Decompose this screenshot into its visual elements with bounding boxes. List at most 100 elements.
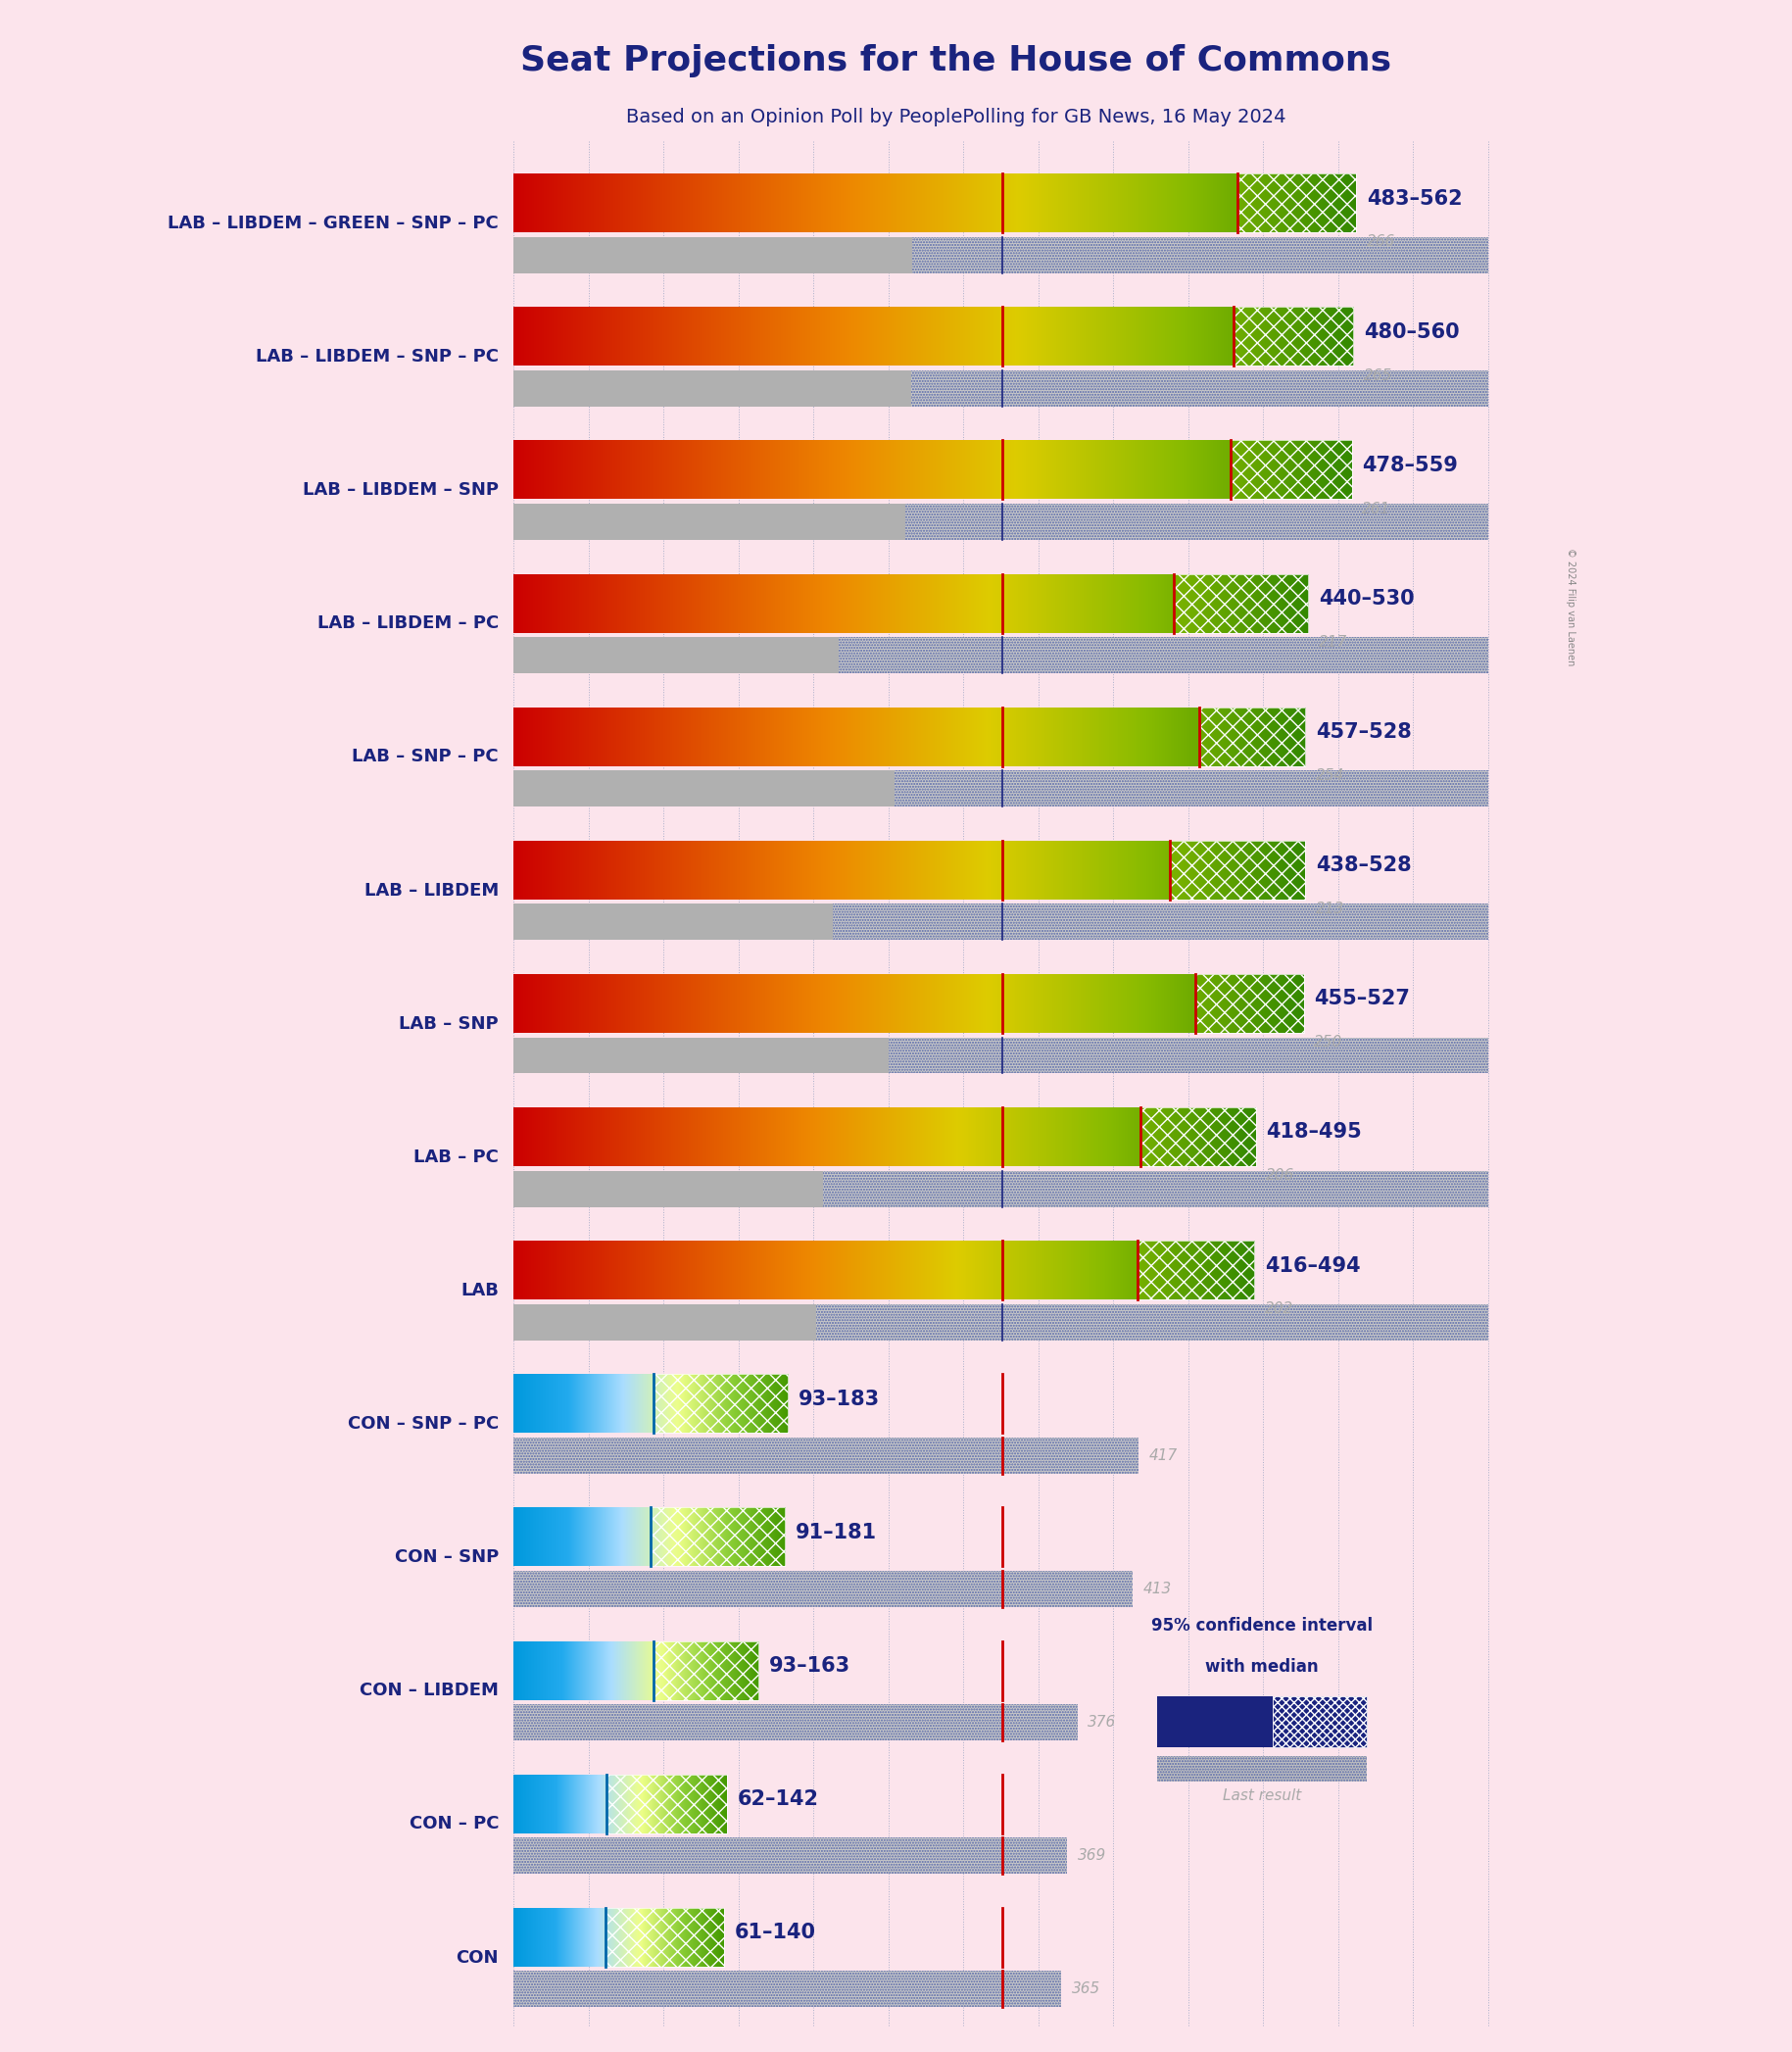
Bar [514, 1172, 1487, 1207]
Bar [514, 1038, 1487, 1073]
Bar [1199, 708, 1305, 765]
Bar [514, 1438, 1140, 1473]
Text: 457–528: 457–528 [1315, 722, 1412, 743]
Text: 266: 266 [1367, 234, 1396, 250]
Bar [514, 1038, 1487, 1073]
Bar [1158, 1757, 1367, 1781]
Bar [1158, 1697, 1272, 1746]
Bar [514, 1305, 1487, 1340]
Bar [606, 1908, 724, 1966]
Bar [514, 905, 1487, 940]
Bar [514, 636, 1487, 673]
Text: 265: 265 [1364, 367, 1392, 384]
Text: 61–140: 61–140 [735, 1923, 815, 1943]
Bar [514, 1705, 1077, 1740]
Bar [514, 1438, 1140, 1473]
Bar [514, 1839, 1066, 1873]
Text: 416–494: 416–494 [1265, 1256, 1360, 1276]
Text: 95% confidence interval: 95% confidence interval [1150, 1617, 1373, 1633]
Text: 91–181: 91–181 [796, 1523, 876, 1543]
Text: LAB – SNP: LAB – SNP [400, 1016, 498, 1032]
Bar [1233, 308, 1353, 365]
Bar [652, 1375, 788, 1432]
Bar [514, 236, 1487, 273]
Text: 417: 417 [1149, 1449, 1177, 1463]
Bar [514, 770, 894, 806]
Text: 455–527: 455–527 [1314, 989, 1410, 1010]
Text: 480–560: 480–560 [1364, 322, 1459, 343]
Bar [514, 1305, 1487, 1340]
Text: 202: 202 [1265, 1301, 1294, 1317]
Text: 217: 217 [1319, 634, 1348, 650]
Text: 438–528: 438–528 [1315, 856, 1412, 876]
Text: 62–142: 62–142 [737, 1789, 819, 1810]
Bar [514, 770, 1487, 806]
Text: 93–183: 93–183 [799, 1389, 880, 1410]
Text: 440–530: 440–530 [1319, 589, 1414, 609]
Bar [1138, 1241, 1254, 1299]
Text: CON – SNP – PC: CON – SNP – PC [348, 1416, 498, 1432]
Text: 376: 376 [1088, 1715, 1116, 1730]
Bar [514, 503, 1487, 540]
Bar [1140, 1108, 1256, 1166]
Bar [1195, 975, 1305, 1032]
Bar [1174, 575, 1308, 632]
Text: 250: 250 [1314, 1034, 1342, 1051]
Text: LAB: LAB [461, 1282, 498, 1299]
Bar [514, 503, 1487, 540]
Text: 213: 213 [1315, 901, 1344, 917]
Bar [514, 369, 1487, 406]
Bar [514, 1972, 1061, 2007]
Text: 93–163: 93–163 [769, 1656, 849, 1676]
Text: LAB – PC: LAB – PC [414, 1149, 498, 1166]
Text: Seat Projections for the House of Commons: Seat Projections for the House of Common… [520, 45, 1392, 78]
Bar [514, 503, 905, 540]
Bar [514, 905, 833, 940]
Bar [514, 1305, 817, 1340]
Bar [1231, 441, 1351, 499]
Bar [514, 369, 910, 406]
Text: CON: CON [457, 1949, 498, 1966]
Bar [514, 1972, 1061, 2007]
Text: 418–495: 418–495 [1267, 1122, 1362, 1143]
Text: CON – LIBDEM: CON – LIBDEM [360, 1683, 498, 1699]
Text: with median: with median [1204, 1658, 1319, 1676]
Text: LAB – LIBDEM – SNP – PC: LAB – LIBDEM – SNP – PC [256, 349, 498, 365]
Bar [1158, 1757, 1367, 1781]
Bar [514, 1705, 1077, 1740]
Bar [514, 1038, 889, 1073]
Text: 413: 413 [1143, 1582, 1172, 1596]
Text: CON – SNP: CON – SNP [394, 1549, 498, 1566]
Bar [1238, 174, 1357, 232]
Bar [652, 1642, 758, 1699]
Bar [514, 1572, 1133, 1607]
Text: 365: 365 [1072, 1982, 1100, 1997]
Text: Based on an Opinion Poll by PeoplePolling for GB News, 16 May 2024: Based on an Opinion Poll by PeoplePollin… [625, 107, 1287, 125]
Bar [514, 636, 1487, 673]
Bar [514, 236, 1487, 273]
Text: LAB – LIBDEM – GREEN – SNP – PC: LAB – LIBDEM – GREEN – SNP – PC [168, 215, 498, 232]
Bar [514, 770, 1487, 806]
Text: © 2024 Filip van Laenen: © 2024 Filip van Laenen [1566, 548, 1575, 665]
Text: CON – PC: CON – PC [409, 1816, 498, 1832]
Text: Last result: Last result [1222, 1787, 1301, 1802]
Bar [514, 1172, 823, 1207]
Bar [650, 1508, 785, 1566]
Bar [1170, 841, 1305, 899]
Text: LAB – LIBDEM – SNP: LAB – LIBDEM – SNP [303, 482, 498, 499]
Bar [1272, 1697, 1367, 1746]
Text: 478–559: 478–559 [1362, 456, 1459, 476]
Bar [514, 236, 912, 273]
Bar [514, 1839, 1066, 1873]
Bar [607, 1775, 726, 1832]
Text: LAB – LIBDEM – PC: LAB – LIBDEM – PC [317, 616, 498, 632]
Text: LAB – SNP – PC: LAB – SNP – PC [353, 749, 498, 765]
Text: LAB – LIBDEM: LAB – LIBDEM [364, 882, 498, 899]
Text: 483–562: 483–562 [1367, 189, 1462, 209]
Text: 254: 254 [1315, 767, 1344, 784]
Bar [514, 636, 839, 673]
Bar [514, 1572, 1133, 1607]
Text: 206: 206 [1267, 1168, 1296, 1184]
Text: 261: 261 [1362, 501, 1391, 517]
Bar [514, 1172, 1487, 1207]
